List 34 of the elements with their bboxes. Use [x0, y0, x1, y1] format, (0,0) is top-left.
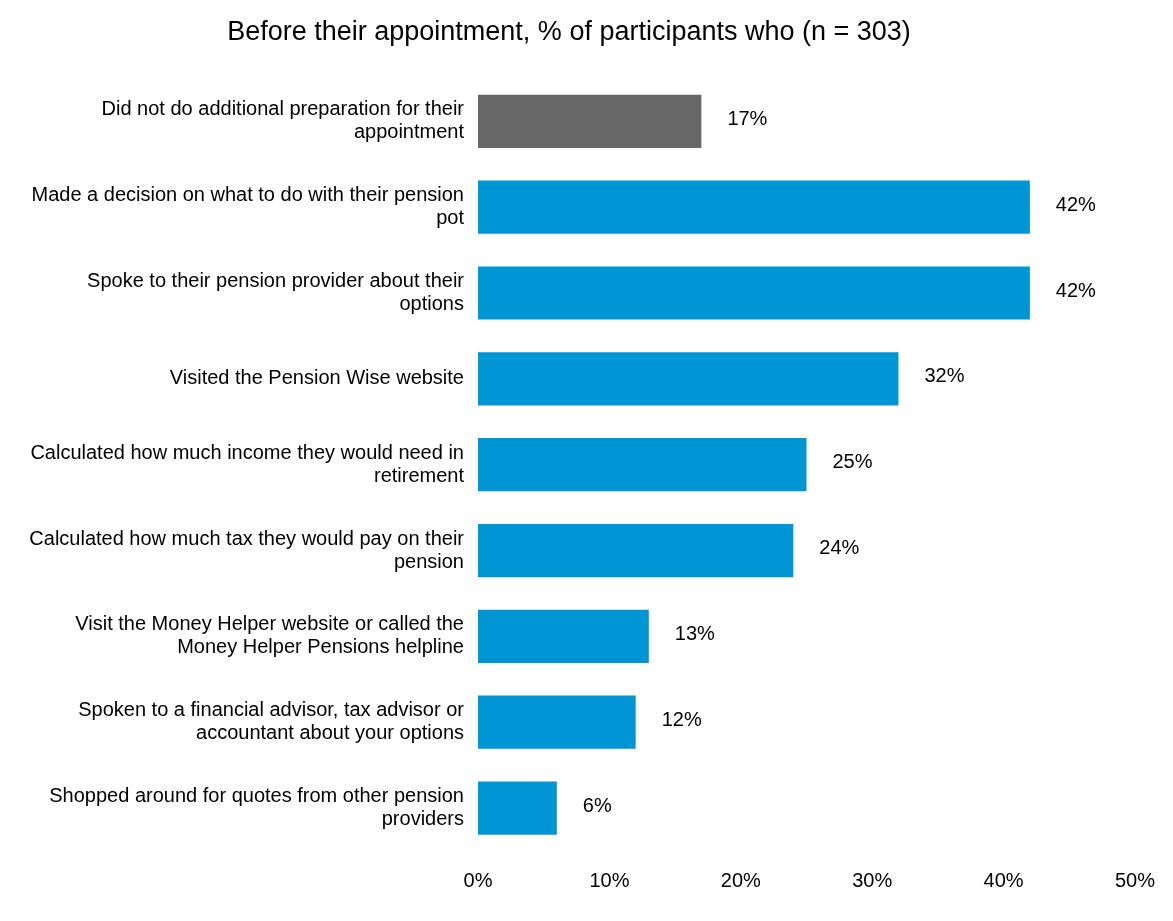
y-tick-label: Calculated how much tax they would pay on their pension [29, 526, 465, 572]
bar [478, 781, 557, 835]
data-label: 17% [727, 106, 768, 129]
y-tick-label: Made a decision on what to do with their pension pot [31, 183, 465, 229]
y-tick-label: Visited the Pension Wise website [169, 366, 464, 389]
x-tick-label: 20% [720, 868, 762, 891]
data-label: 42% [1055, 278, 1097, 301]
x-tick-label: 40% [983, 868, 1024, 891]
y-tick-label: Spoken to a financial advisor, tax advisor or accountant about your options [78, 698, 465, 744]
bar [478, 609, 649, 663]
bar [478, 180, 1030, 234]
x-tick-label: 30% [852, 868, 893, 891]
bar [478, 695, 636, 749]
y-tick-label: Visit the Money Helper website or called the Money Helper Pensions helpline [75, 612, 464, 658]
y-tick-label: Spoke to their pension provider about their options [87, 269, 465, 315]
bar [478, 352, 899, 406]
data-label: 42% [1055, 192, 1097, 215]
data-label: 13% [674, 621, 716, 644]
bar [478, 266, 1030, 320]
y-tick-label: Shopped around for quotes from other pension providers [49, 784, 464, 830]
y-tick-label: Calculated how much income they would need in retirement [30, 440, 465, 486]
data-label: 24% [819, 536, 860, 559]
data-label: 25% [832, 450, 873, 473]
x-tick-label: 50% [1114, 868, 1156, 891]
bar [478, 523, 794, 578]
chart-title: Before their appointment, % of participants who (n = 303) [227, 15, 911, 46]
bar [478, 438, 807, 492]
x-tick-label: 0% [463, 868, 493, 891]
data-label: 12% [661, 707, 702, 730]
y-tick-label: Did not do additional preparation for their appointment [101, 97, 465, 143]
data-label: 32% [924, 364, 965, 387]
bar [478, 94, 702, 148]
x-tick-label: 10% [589, 868, 630, 891]
data-label: 6% [582, 793, 612, 816]
